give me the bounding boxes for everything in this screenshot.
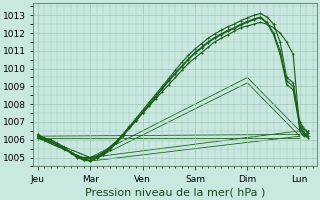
X-axis label: Pression niveau de la mer( hPa ): Pression niveau de la mer( hPa ) <box>85 187 266 197</box>
